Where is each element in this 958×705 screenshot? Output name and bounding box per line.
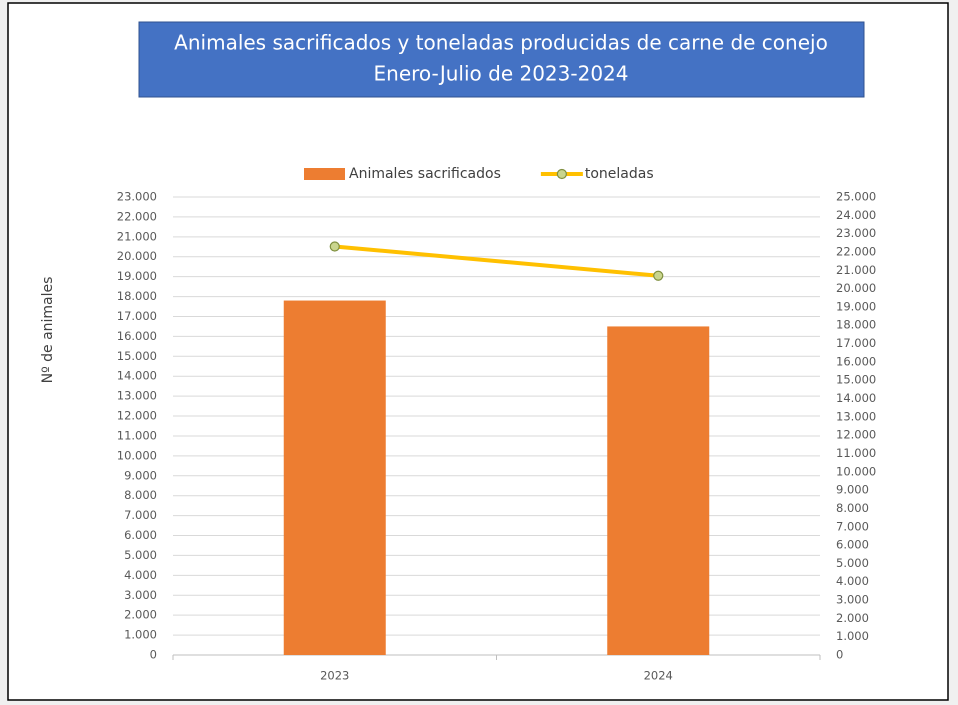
y-tick-label: 9.000: [124, 468, 157, 482]
y-tick-label: 22.000: [117, 209, 157, 223]
y2-tick-label: 12.000: [836, 428, 876, 442]
y-tick-label: 16.000: [117, 329, 157, 343]
y-tick-label: 10.000: [117, 448, 157, 462]
y-tick-label: 14.000: [117, 369, 157, 383]
bar: [283, 300, 386, 655]
legend-swatch: [304, 168, 345, 180]
y-tick-label: 3.000: [124, 588, 157, 602]
y2-tick-label: 2.000: [836, 611, 869, 625]
y2-tick-label: 8.000: [836, 501, 869, 515]
y2-tick-label: 5.000: [836, 556, 869, 570]
y-tick-label: 17.000: [117, 309, 157, 323]
y-tick-label: 20.000: [117, 249, 157, 263]
chart-area: [7, 2, 949, 701]
y-tick-label: 2.000: [124, 608, 157, 622]
chart-subtitle: Enero-Julio de 2023-2024: [374, 62, 629, 86]
y2-tick-label: 24.000: [836, 208, 876, 222]
y2-tick-label: 0: [836, 648, 843, 662]
y2-tick-label: 9.000: [836, 483, 869, 497]
y-tick-label: 21.000: [117, 229, 157, 243]
y2-tick-label: 15.000: [836, 373, 876, 387]
y2-tick-label: 16.000: [836, 354, 876, 368]
y-tick-label: 4.000: [124, 568, 157, 582]
y2-tick-label: 7.000: [836, 519, 869, 533]
y-tick-label: 1.000: [124, 628, 157, 642]
y2-tick-label: 20.000: [836, 281, 876, 295]
y2-tick-label: 18.000: [836, 318, 876, 332]
chart-title: Animales sacrificados y toneladas produc…: [174, 31, 828, 55]
y2-tick-label: 1.000: [836, 629, 869, 643]
y-tick-label: 19.000: [117, 269, 157, 283]
y-tick-label: 12.000: [117, 409, 157, 423]
y-tick-label: 8.000: [124, 488, 157, 502]
x-tick-label: 2024: [644, 669, 673, 683]
y2-tick-label: 10.000: [836, 464, 876, 478]
y-tick-label: 13.000: [117, 389, 157, 403]
y2-tick-label: 17.000: [836, 336, 876, 350]
y2-tick-label: 23.000: [836, 226, 876, 240]
y2-tick-label: 25.000: [836, 190, 876, 204]
line: [332, 244, 661, 278]
y2-tick-label: 14.000: [836, 391, 876, 405]
x-tick-label: 2023: [320, 669, 349, 683]
legend-label: toneladas: [585, 166, 654, 182]
y2-tick-label: 13.000: [836, 409, 876, 423]
y2-tick-label: 4.000: [836, 574, 869, 588]
y-tick-label: 23.000: [117, 190, 157, 204]
y2-tick-label: 11.000: [836, 446, 876, 460]
y-tick-label: 5.000: [124, 548, 157, 562]
bar: [607, 326, 710, 655]
y-tick-label: 11.000: [117, 428, 157, 442]
y-tick-label: 7.000: [124, 508, 157, 522]
legend-marker: [556, 168, 567, 180]
y2-tick-label: 21.000: [836, 263, 876, 277]
y-tick-label: 15.000: [117, 349, 157, 363]
y2-tick-label: 19.000: [836, 299, 876, 313]
line-marker: [653, 270, 664, 281]
y2-tick-label: 6.000: [836, 538, 869, 552]
y2-tick-label: 22.000: [836, 244, 876, 258]
y-tick-label: 0: [150, 648, 157, 662]
title-box: [138, 21, 865, 98]
legend-label: Animales sacrificados: [349, 166, 501, 182]
y-axis-title: Nº de animales: [40, 277, 56, 384]
y-tick-label: 6.000: [124, 528, 157, 542]
line-marker: [329, 241, 340, 252]
y2-tick-label: 3.000: [836, 593, 869, 607]
y-tick-label: 18.000: [117, 289, 157, 303]
